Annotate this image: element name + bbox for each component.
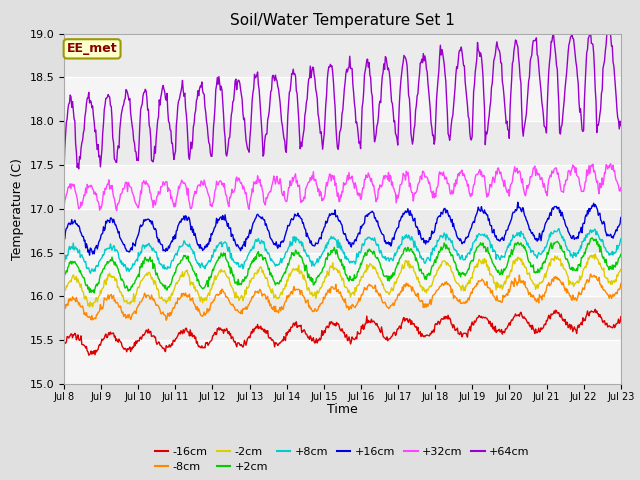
Bar — [64, 165, 621, 209]
X-axis label: Time: Time — [327, 403, 358, 416]
Bar — [64, 340, 621, 384]
Title: Soil/Water Temperature Set 1: Soil/Water Temperature Set 1 — [230, 13, 455, 28]
Text: EE_met: EE_met — [67, 42, 117, 55]
Bar — [64, 252, 621, 297]
Y-axis label: Temperature (C): Temperature (C) — [11, 158, 24, 260]
Legend: -16cm, -8cm, -2cm, +2cm, +8cm, +16cm, +32cm, +64cm: -16cm, -8cm, -2cm, +2cm, +8cm, +16cm, +3… — [150, 442, 534, 477]
Bar — [64, 77, 621, 121]
